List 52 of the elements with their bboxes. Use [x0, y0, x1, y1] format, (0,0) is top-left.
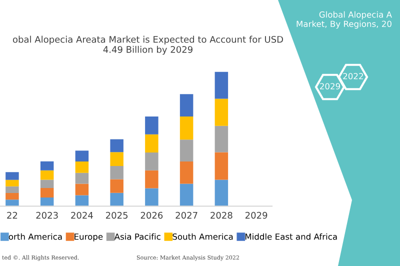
x-tick-label: 2023 [36, 212, 58, 219]
bar [40, 180, 54, 188]
bar [110, 139, 124, 152]
bar [145, 116, 158, 134]
legend-label: Europe [74, 234, 103, 242]
bar [6, 186, 19, 193]
x-tick-label: 2024 [71, 212, 93, 219]
bar [145, 188, 158, 206]
bar [110, 152, 124, 166]
bar [180, 116, 194, 140]
bar [145, 134, 158, 153]
bar [214, 126, 228, 152]
bar [75, 184, 89, 196]
bar [6, 172, 19, 180]
bar [180, 184, 194, 206]
bar [75, 195, 89, 206]
bar [110, 192, 124, 206]
x-tick-label: 2026 [140, 212, 163, 219]
text: 2022 [343, 72, 363, 80]
bar [214, 152, 228, 180]
bar [6, 192, 19, 200]
bar [180, 140, 194, 162]
legend-label: Asia Pacific [114, 233, 160, 240]
bar [75, 162, 89, 173]
x-tick-label: 2029 [245, 212, 268, 219]
bar [6, 200, 19, 206]
legend-label: orth America [8, 233, 62, 240]
bar [110, 179, 124, 193]
x-tick-label: 22 [7, 212, 18, 219]
chart-title: obal Alopecia Areata Market is Expected to Account for USD 4.49 Billion by 2029 [12, 36, 283, 55]
bar [214, 180, 228, 206]
bar [6, 180, 19, 186]
x-tick-label: 2028 [210, 212, 232, 219]
bar [75, 172, 89, 184]
legend-label: Middle East and Africa [245, 233, 337, 240]
bar [40, 170, 54, 180]
legend-label: South America [172, 233, 233, 240]
text: Global Alopecia A Market, By Regions, 20 [296, 11, 392, 29]
bar [40, 188, 54, 198]
bar [145, 170, 158, 188]
bar [214, 72, 228, 99]
bar [145, 152, 158, 170]
bar [180, 94, 194, 117]
text: 2029 [320, 83, 340, 90]
bar [75, 150, 89, 162]
bar [180, 162, 194, 184]
bar [40, 161, 54, 170]
x-tick-label: 2025 [106, 212, 128, 219]
bar [214, 98, 228, 126]
x-tick-label: 2027 [176, 212, 198, 219]
bar [40, 198, 54, 206]
bar [110, 166, 124, 180]
